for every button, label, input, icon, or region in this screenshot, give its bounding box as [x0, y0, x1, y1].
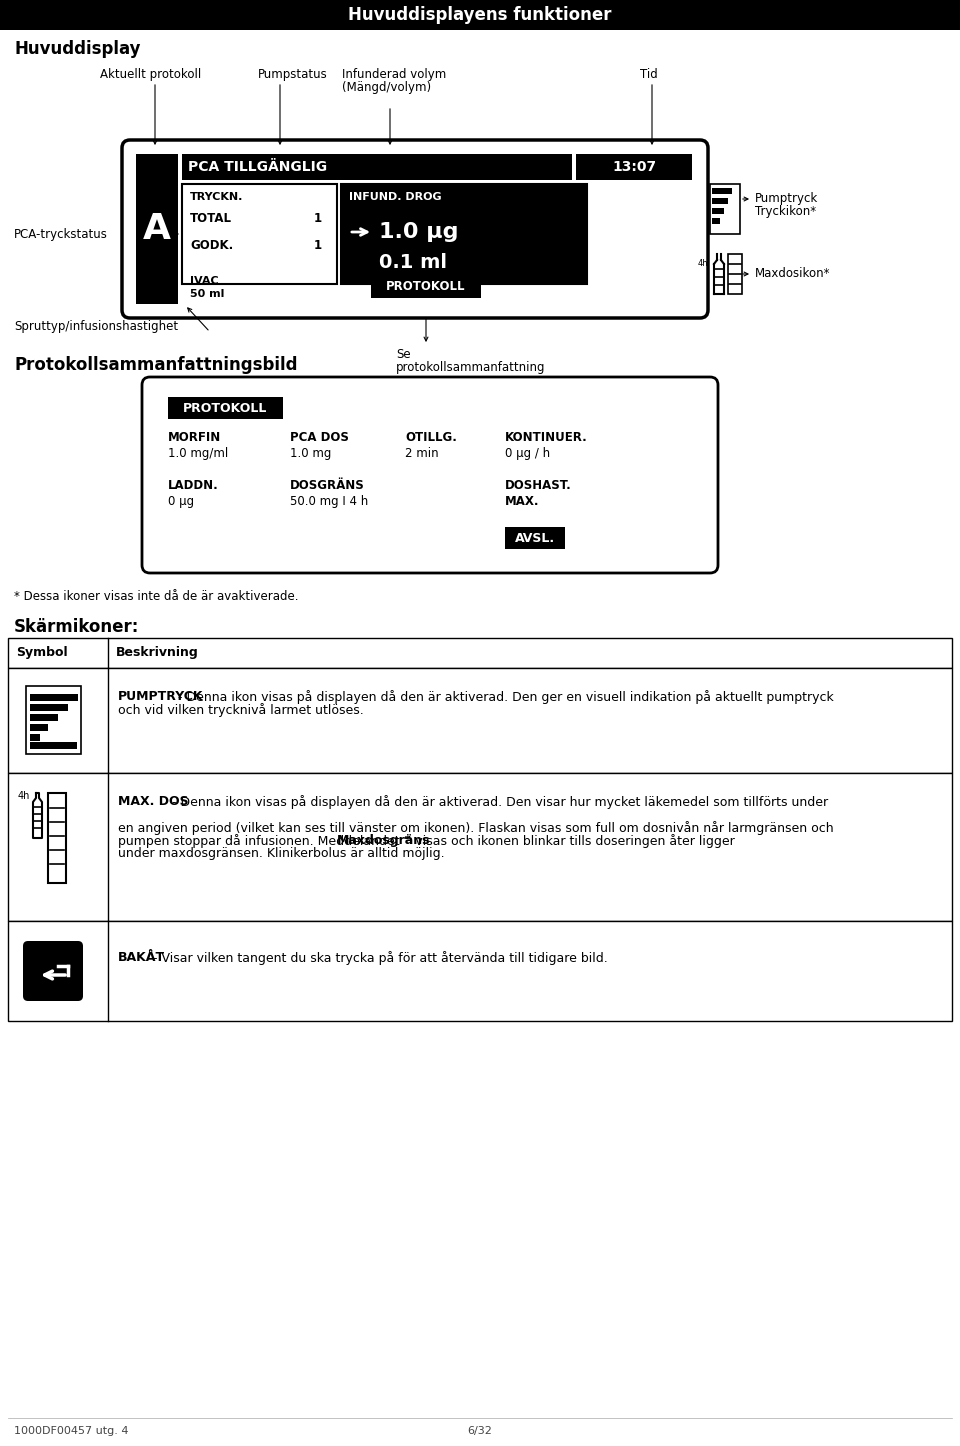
Text: PUMPTRYCK: PUMPTRYCK [118, 690, 204, 703]
FancyBboxPatch shape [142, 377, 718, 573]
Text: BAKÅT: BAKÅT [118, 951, 165, 964]
Text: AVSL.: AVSL. [515, 532, 555, 545]
Text: Protokollsammanfattningsbild: Protokollsammanfattningsbild [14, 356, 298, 375]
Bar [0, 0, 960, 30]
Text: LADDN.: LADDN. [168, 479, 219, 492]
Text: Beskrivning: Beskrivning [116, 646, 199, 659]
Text: - Denna ikon visas på displayen då den är aktiverad. Den ger en visuell indikati: - Denna ikon visas på displayen då den ä… [174, 690, 833, 704]
Bar [712, 218, 720, 224]
Bar [8, 774, 952, 921]
Bar [371, 276, 481, 298]
Bar [182, 155, 572, 179]
Text: 0.1 ml: 0.1 ml [379, 253, 447, 272]
Text: Huvuddisplay: Huvuddisplay [14, 40, 140, 58]
Text: Aktuellt protokoll: Aktuellt protokoll [100, 68, 202, 81]
Bar [505, 526, 565, 549]
Text: INFUND. DROG: INFUND. DROG [349, 192, 442, 202]
Text: Tryckikon*: Tryckikon* [755, 205, 816, 218]
Bar [136, 155, 178, 304]
Text: (Mängd/volym): (Mängd/volym) [342, 81, 431, 94]
Text: TRYCKN.: TRYCKN. [190, 192, 244, 202]
Text: Maxdosgräns: Maxdosgräns [337, 834, 431, 847]
Text: KONTINUER.: KONTINUER. [505, 431, 588, 444]
Bar [712, 198, 728, 204]
Text: TOTAL: TOTAL [190, 213, 232, 226]
Bar [8, 668, 952, 774]
Text: OTILLG.: OTILLG. [405, 431, 457, 444]
Bar [30, 714, 58, 722]
Text: Symbol: Symbol [16, 646, 67, 659]
Text: Infunderad volym: Infunderad volym [342, 68, 446, 81]
Bar [30, 694, 78, 701]
Text: Tid: Tid [640, 68, 658, 81]
Bar [48, 792, 66, 884]
Text: MORFIN: MORFIN [168, 431, 221, 444]
Text: en angiven period (vilket kan ses till vänster om ikonen). Flaskan visas som ful: en angiven period (vilket kan ses till v… [118, 821, 833, 834]
Text: Pumptryck: Pumptryck [755, 192, 818, 205]
Bar [728, 254, 742, 294]
Text: DOSHAST.: DOSHAST. [505, 479, 572, 492]
Bar [576, 155, 692, 179]
Text: 1.0 mg: 1.0 mg [290, 447, 331, 460]
Bar [30, 742, 77, 749]
Text: - Denna ikon visas på displayen då den är aktiverad. Den visar hur mycket läkeme: - Denna ikon visas på displayen då den ä… [168, 795, 828, 808]
Text: A: A [143, 213, 171, 246]
Text: Huvuddisplayens funktioner: Huvuddisplayens funktioner [348, 6, 612, 25]
Text: Pumpstatus: Pumpstatus [258, 68, 327, 81]
Text: under maxdosgränsen. Klinikerbolus är alltid möjlig.: under maxdosgränsen. Klinikerbolus är al… [118, 847, 444, 860]
Text: 0 µg: 0 µg [168, 495, 194, 508]
Text: MAX. DOS: MAX. DOS [118, 795, 188, 808]
Text: Maxdosikon*: Maxdosikon* [755, 268, 830, 281]
Text: * Dessa ikoner visas inte då de är avaktiverade.: * Dessa ikoner visas inte då de är avakt… [14, 590, 299, 603]
Bar [710, 184, 740, 234]
Text: 50 ml: 50 ml [190, 289, 225, 299]
Bar [8, 638, 952, 668]
Text: PROTOKOLL: PROTOKOLL [183, 402, 268, 415]
Bar [30, 735, 40, 740]
Text: 4h: 4h [18, 791, 31, 801]
Text: PCA DOS: PCA DOS [290, 431, 348, 444]
Text: Spruttyp/infusionshastighet: Spruttyp/infusionshastighet [14, 320, 179, 333]
Text: PROTOKOLL: PROTOKOLL [386, 281, 466, 294]
FancyBboxPatch shape [122, 140, 708, 318]
Text: 1.0 mg/ml: 1.0 mg/ml [168, 447, 228, 460]
Bar [182, 184, 337, 283]
Text: PCA-tryckstatus: PCA-tryckstatus [14, 228, 108, 241]
Text: 1: 1 [314, 213, 322, 226]
Text: - Visar vilken tangent du ska trycka på för att återvända till tidigare bild.: - Visar vilken tangent du ska trycka på … [149, 951, 608, 964]
Text: och vid vilken trycknivå larmet utlöses.: och vid vilken trycknivå larmet utlöses. [118, 703, 364, 717]
Text: Skärmikoner:: Skärmikoner: [14, 617, 139, 636]
Text: protokollsammanfattning: protokollsammanfattning [396, 362, 545, 375]
Text: 4h: 4h [697, 259, 708, 268]
Text: 50.0 mg I 4 h: 50.0 mg I 4 h [290, 495, 369, 508]
Text: IVAC: IVAC [190, 276, 219, 286]
Text: 6/32: 6/32 [468, 1426, 492, 1436]
Text: 1000DF00457 utg. 4: 1000DF00457 utg. 4 [14, 1426, 129, 1436]
Bar [712, 208, 724, 214]
Bar [168, 398, 283, 419]
Text: GODK.: GODK. [190, 239, 233, 252]
FancyBboxPatch shape [23, 941, 83, 1001]
Bar [8, 921, 952, 1021]
Text: ” visas och ikonen blinkar tills doseringen åter ligger: ” visas och ikonen blinkar tills doserin… [405, 834, 735, 847]
Text: 2 min: 2 min [405, 447, 439, 460]
Text: 13:07: 13:07 [612, 161, 656, 174]
Text: MAX.: MAX. [505, 495, 540, 508]
Bar [30, 724, 48, 732]
Text: Se: Se [396, 348, 411, 362]
Text: 1: 1 [314, 239, 322, 252]
Bar [341, 184, 587, 283]
Text: 1.0 µg: 1.0 µg [379, 223, 459, 241]
Text: PCA TILLGÄNGLIG: PCA TILLGÄNGLIG [188, 161, 327, 174]
Text: DOSGRÄNS: DOSGRÄNS [290, 479, 365, 492]
Text: pumpen stoppar då infusionen. Meddelandet “: pumpen stoppar då infusionen. Meddelande… [118, 834, 410, 847]
Bar [26, 685, 81, 753]
Bar [712, 188, 732, 194]
Text: 0 µg / h: 0 µg / h [505, 447, 550, 460]
Bar [30, 704, 68, 711]
